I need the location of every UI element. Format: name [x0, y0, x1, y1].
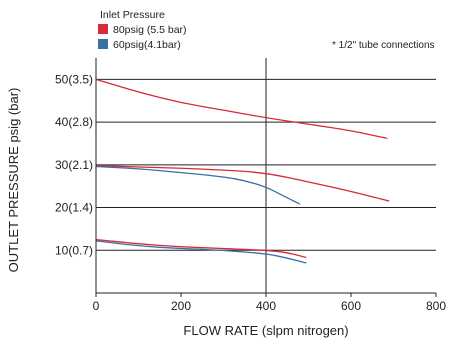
legend-title: Inlet Pressure — [100, 9, 165, 21]
legend-label-80psig: 80psig (5.5 bar) — [113, 24, 187, 36]
x-tick-label: 600 — [341, 299, 361, 313]
y-tick-label: 20(1.4) — [55, 201, 93, 215]
legend-swatch-60psig — [98, 39, 108, 49]
legend-swatch-80psig — [98, 24, 108, 34]
legend-label-60psig: 60psig(4.1bar) — [113, 39, 181, 51]
legend: Inlet Pressure 80psig (5.5 bar) 60psig(4… — [98, 9, 187, 51]
series-line-80psig-0 — [95, 78, 388, 139]
series-line-60psig-4 — [95, 240, 307, 264]
tube-connections-note: * 1/2" tube connections — [332, 40, 435, 51]
y-axis-title: OUTLET PRESSURE psig (bar) — [6, 88, 21, 273]
ticks-layer: 10(0.7) 20(1.4) 30(2.1) 40(2.8) 50(3.5) 0 200 4… — [55, 72, 446, 313]
series-line-80psig-1 — [95, 165, 390, 202]
grid-layer — [96, 58, 436, 293]
x-tick-label: 400 — [256, 299, 276, 313]
y-tick-label: 10(0.7) — [55, 243, 93, 257]
x-axis-title: FLOW RATE (slpm nitrogen) — [183, 323, 348, 338]
y-tick-label: 50(3.5) — [55, 72, 93, 86]
series-line-80psig-2 — [95, 238, 308, 259]
x-tick-label: 200 — [171, 299, 191, 313]
y-tick-label: 30(2.1) — [55, 158, 93, 172]
x-tick-label: 800 — [426, 299, 446, 313]
x-tick-label: 0 — [93, 299, 100, 313]
y-tick-label: 40(2.8) — [55, 115, 93, 129]
series-line-60psig-3 — [95, 165, 301, 205]
series-layer — [95, 78, 390, 264]
